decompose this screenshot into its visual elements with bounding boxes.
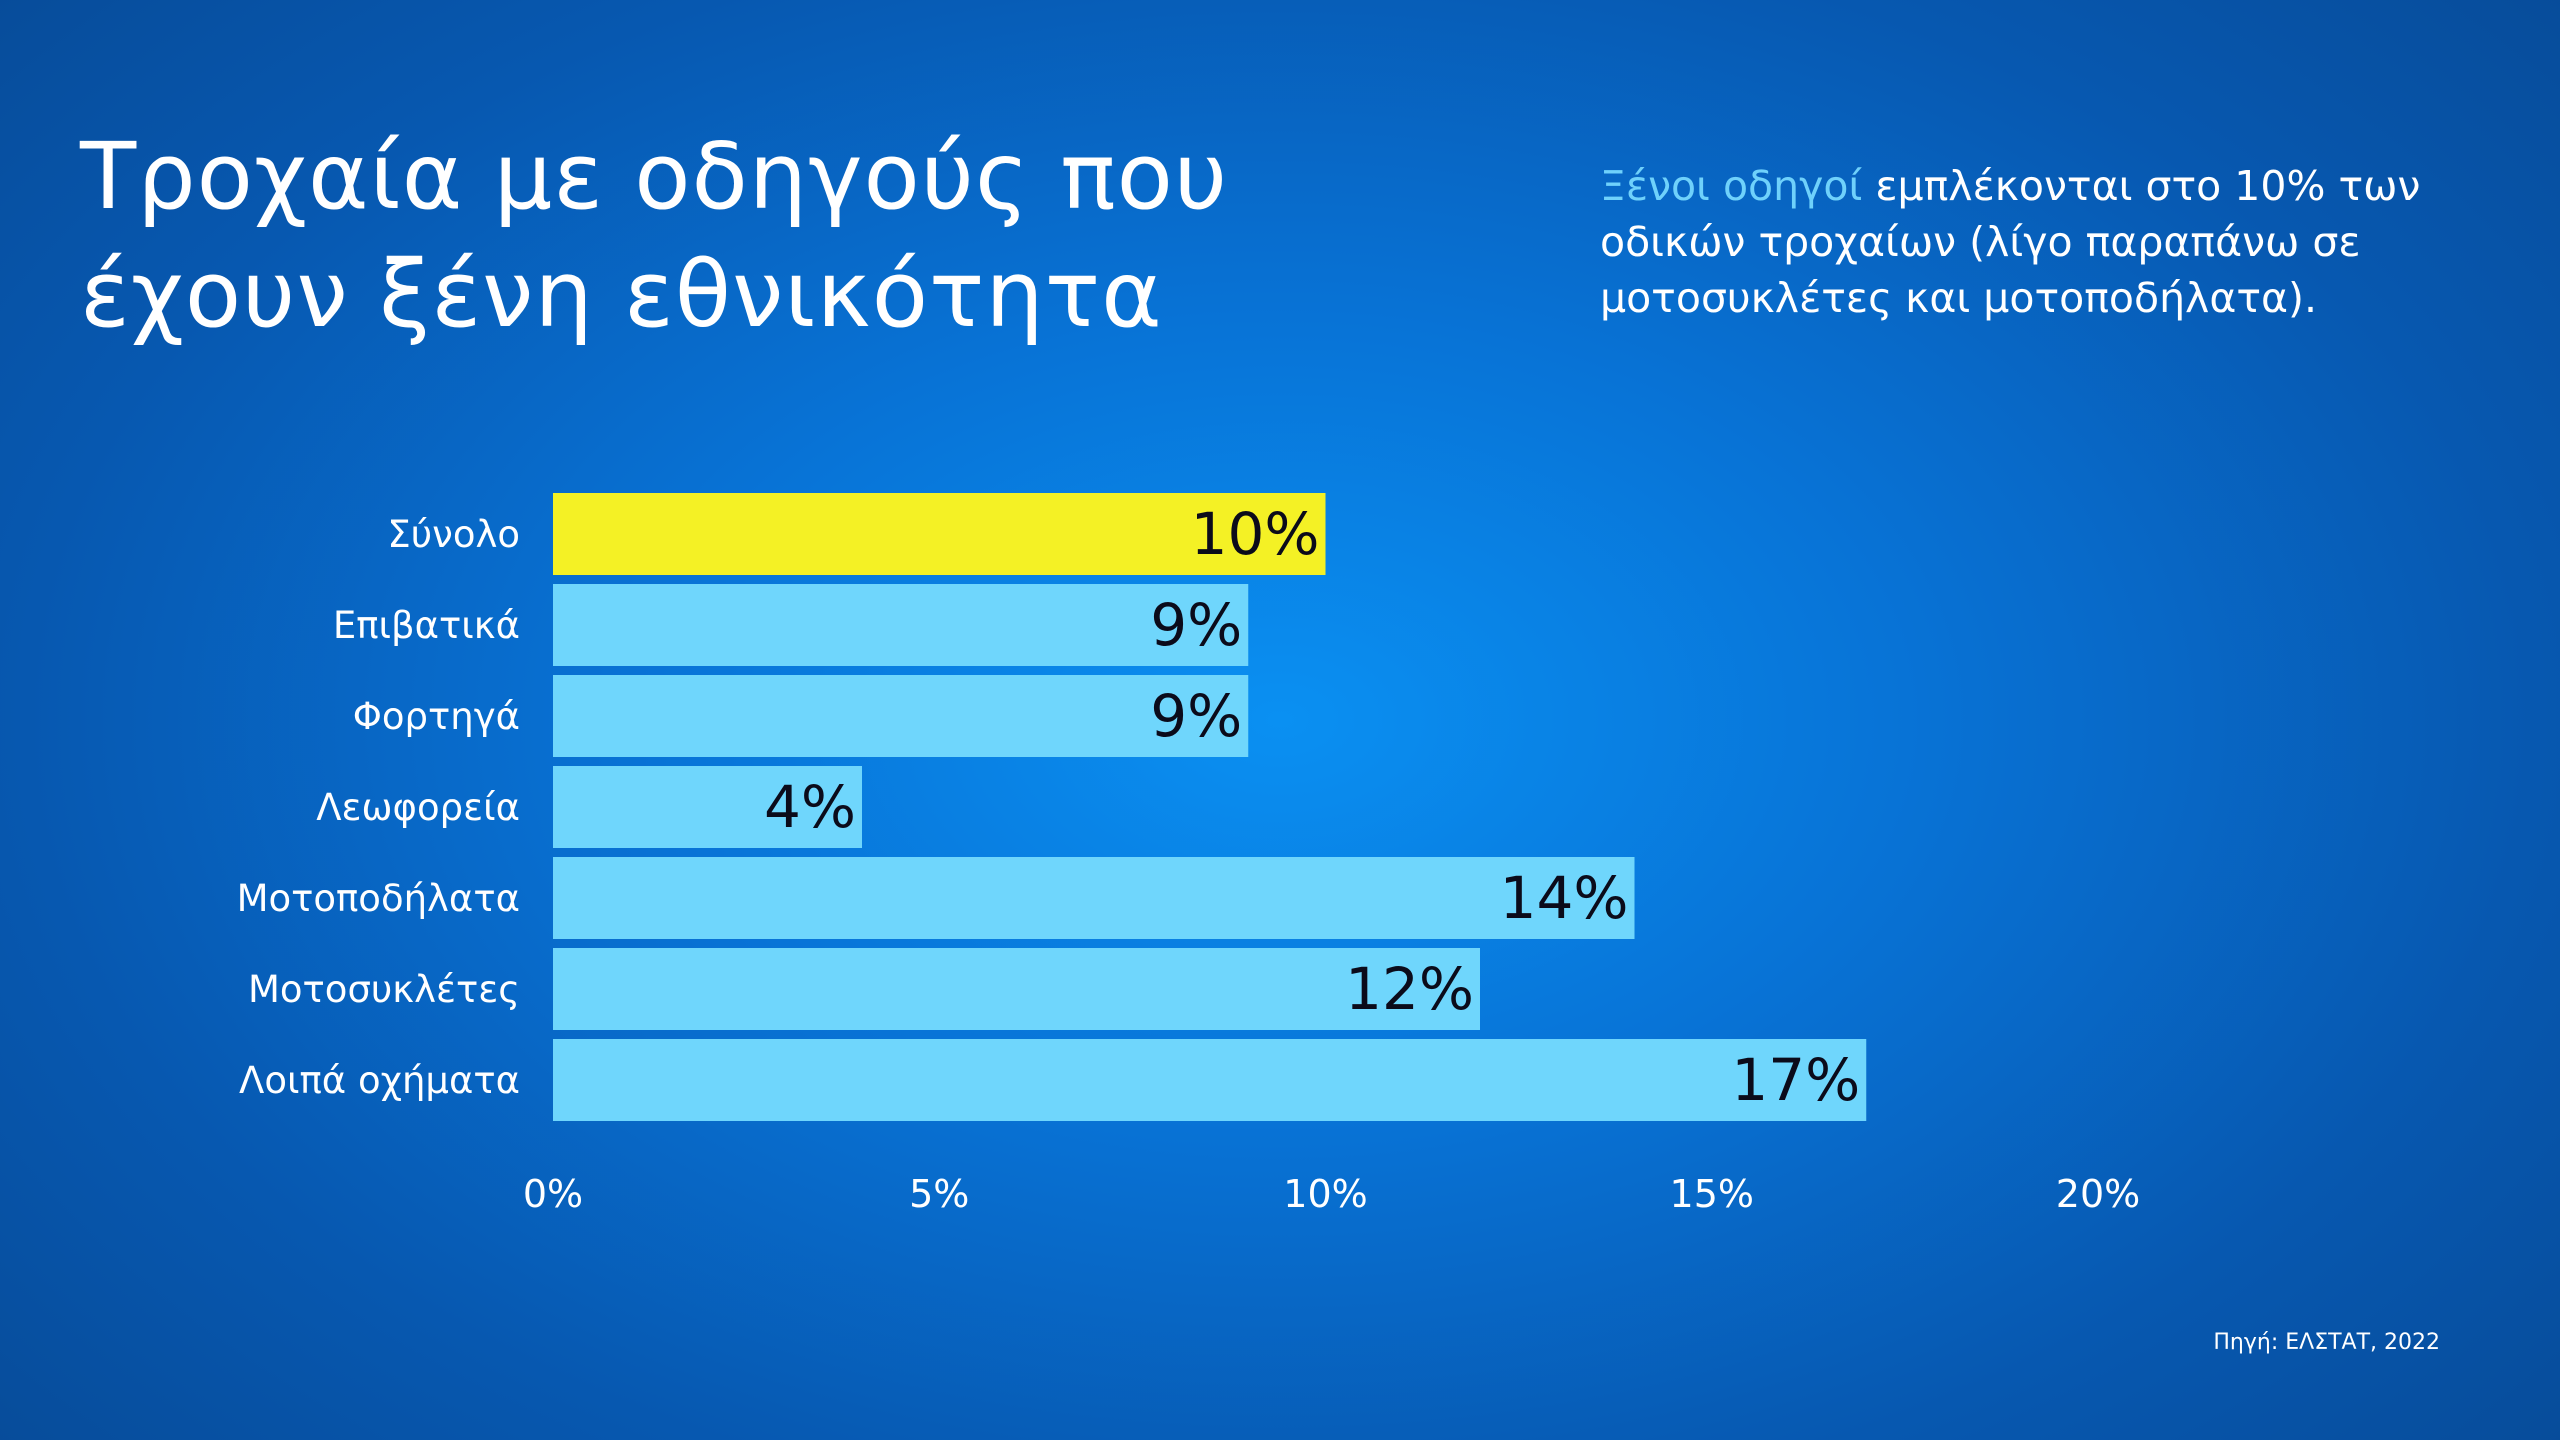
title-line-1: Τροχαία με οδηγούς που <box>80 123 1229 230</box>
value-label-1: 10% <box>1191 500 1320 568</box>
subtitle-highlight: Ξένοι οδηγοί <box>1600 162 1863 210</box>
x-tick-label-4: 15% <box>1670 1172 1754 1216</box>
value-labels: 10% 9% 9% 4% 14% 12% 17% <box>764 500 1860 1114</box>
x-tick-label-1: 0% <box>523 1172 583 1216</box>
category-label-4: Λεωφορεία <box>316 786 520 829</box>
bar-1 <box>553 493 1326 575</box>
subtitle: Ξένοι οδηγοί εμπλέκονται στο 10% των οδι… <box>1600 158 2460 326</box>
category-labels: Σύνολο Επιβατικά Φορτηγά Λεωφορεία Μοτοποδήλ… <box>237 513 520 1102</box>
bar-5 <box>553 857 1635 939</box>
value-label-2: 9% <box>1150 591 1242 659</box>
category-label-6: Μοτοσυκλέτες <box>248 968 520 1011</box>
bar-7 <box>553 1039 1867 1121</box>
subtitle-text: εμπλέκονται στο 10% των οδικών τροχαίων … <box>1600 162 2421 322</box>
bar-6 <box>553 948 1480 1030</box>
page-title: Τροχαία με οδηγούς που έχουν ξένη εθνικό… <box>80 118 1560 354</box>
value-label-5: 14% <box>1500 864 1629 932</box>
title-line-2: έχουν ξένη εθνικότητα <box>80 241 1163 348</box>
value-label-4: 4% <box>764 773 856 841</box>
value-label-6: 12% <box>1345 955 1474 1023</box>
value-label-7: 17% <box>1731 1046 1860 1114</box>
bar-2 <box>553 584 1249 666</box>
source-note: Πηγή: ΕΛΣΤΑΤ, 2022 <box>2213 1330 2440 1355</box>
category-label-1: Σύνολο <box>387 513 520 556</box>
category-label-3: Φορτηγά <box>353 695 520 738</box>
bar-3 <box>553 675 1249 757</box>
category-label-2: Επιβατικά <box>333 604 520 647</box>
x-tick-label-5: 20% <box>2056 1172 2140 1216</box>
x-tick-label-3: 10% <box>1283 1172 1367 1216</box>
x-axis-ticks: 0% 5% 10% 15% 20% <box>523 1172 2140 1216</box>
value-label-3: 9% <box>1150 682 1242 750</box>
bars-group <box>553 493 1867 1121</box>
bar-4 <box>553 766 862 848</box>
category-label-5: Μοτοποδήλατα <box>237 877 520 920</box>
category-label-7: Λοιπά οχήματα <box>239 1059 520 1102</box>
x-tick-label-2: 5% <box>909 1172 969 1216</box>
